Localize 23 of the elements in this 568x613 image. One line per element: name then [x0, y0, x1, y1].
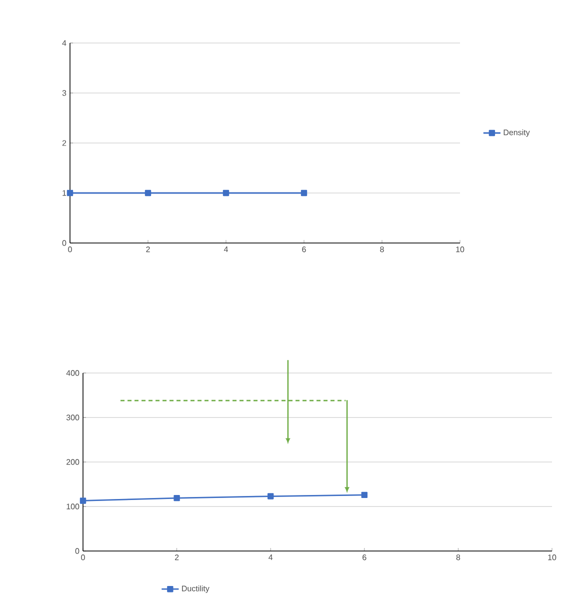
- x-tick-label: 6: [362, 554, 366, 560]
- y-tick-label: 300: [66, 414, 80, 420]
- x-tick-label: 10: [456, 246, 464, 252]
- x-tick-label: 2: [174, 554, 179, 560]
- legend-label: Density: [504, 129, 530, 137]
- legend-label: Ductility: [182, 585, 210, 593]
- x-tick-label: 4: [224, 246, 228, 252]
- y-tick-label: 400: [66, 370, 80, 376]
- x-tick-label: 6: [302, 246, 306, 252]
- y-tick-label: 0: [62, 240, 66, 246]
- x-tick-label: 0: [81, 554, 85, 560]
- x-tick-label: 2: [146, 246, 150, 252]
- y-tick-label: 1: [62, 190, 66, 196]
- x-tick-label: 8: [456, 554, 460, 560]
- y-tick-label: 0: [75, 548, 80, 554]
- y-tick-label: 100: [66, 504, 80, 510]
- y-tick-label: 2: [62, 140, 66, 146]
- x-tick-label: 10: [548, 554, 556, 560]
- y-tick-label: 200: [66, 459, 80, 465]
- y-tick-label: 4: [62, 40, 66, 46]
- y-tick-label: 3: [62, 90, 66, 96]
- x-tick-label: 8: [380, 246, 384, 252]
- x-tick-label: 4: [268, 554, 273, 560]
